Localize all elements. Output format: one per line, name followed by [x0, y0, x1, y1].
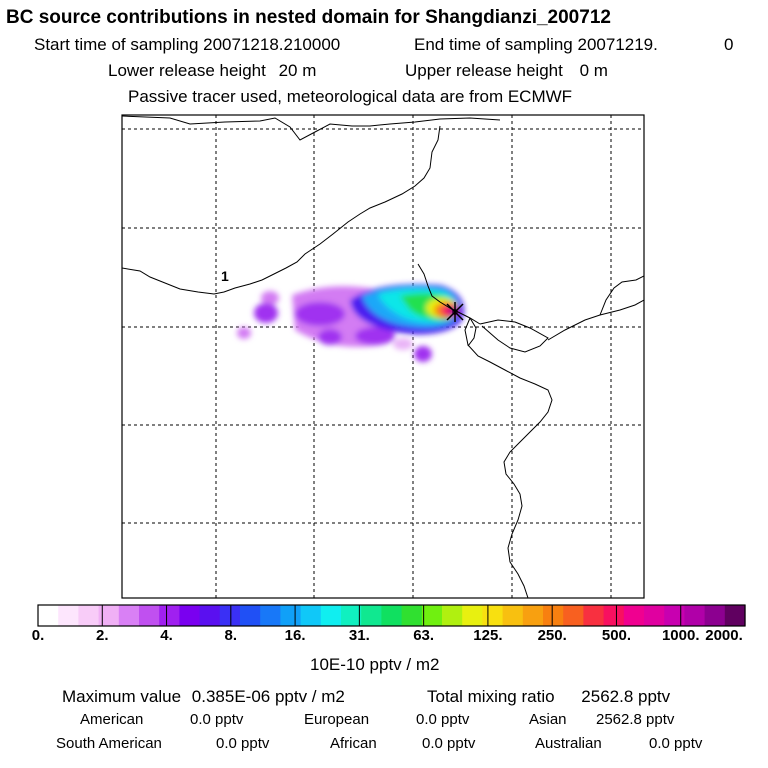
colorbar-tick-label: 125.	[473, 627, 503, 644]
colorbar-tick-label: 8.	[224, 627, 238, 644]
sampling-times: Start time of sampling 20071218.210000	[34, 36, 340, 53]
upper-release: Upper release height 0 m	[405, 62, 608, 79]
region-african-label: African	[330, 735, 377, 752]
receptor-cross-icon	[446, 302, 464, 322]
contour-label: 1	[221, 268, 229, 284]
colorbar-tick-label: 4.	[160, 627, 173, 644]
total-mixing-label: Total mixing ratio	[427, 687, 555, 706]
total-mixing-row: Total mixing ratio 2562.8 pptv	[427, 688, 670, 705]
region-european-label: European	[304, 711, 370, 728]
max-value-label: Maximum value	[62, 687, 182, 706]
region-australian-value: 0.0 pptv	[649, 735, 703, 752]
colorbar-tick-label: 63.	[413, 627, 435, 644]
colorbar-tick-label: 500.	[601, 627, 632, 644]
plot-title: BC source contributions in nested domain…	[6, 7, 611, 28]
tracer-note: Passive tracer used, meteorological data…	[128, 87, 573, 106]
region-asian-label: Asian	[529, 711, 567, 728]
colorbar-tick-label: 0.	[31, 627, 45, 644]
colorbar-tick-label: 1000.	[661, 627, 700, 644]
map-gridlines	[122, 115, 644, 598]
region-south-american-label: South American	[56, 735, 162, 752]
lower-release: Lower release height 20 m	[108, 62, 316, 79]
colorbar-tick-label: 16.	[284, 627, 306, 644]
start-time-value: 20071218.210000	[203, 35, 341, 54]
map-frame	[121, 114, 645, 599]
colorbar-tick-label: 31.	[348, 627, 370, 644]
max-value-row: Maximum value 0.385E-06 pptv / m2	[62, 688, 345, 705]
region-south-american-value: 0.0 pptv	[216, 735, 270, 752]
end-time-label: End time of sampling	[414, 35, 573, 54]
region-asian-value: 2562.8 pptv	[596, 711, 675, 728]
region-african-value: 0.0 pptv	[422, 735, 476, 752]
end-time-suffix: 0	[724, 35, 734, 54]
region-australian-label: Australian	[535, 735, 602, 752]
end-time-value: 20071219.	[577, 35, 658, 54]
colorbar-units: 10E-10 pptv / m2	[310, 655, 440, 674]
colorbar-tick-label: 250.	[537, 627, 567, 644]
coastlines	[122, 115, 644, 598]
colorbar-tick-label: 2000.	[705, 627, 743, 644]
total-mixing-value: 2562.8 pptv	[581, 687, 671, 706]
upper-release-value: 0 m	[579, 61, 608, 80]
region-american-label: American	[80, 711, 144, 728]
region-american-value: 0.0 pptv	[190, 711, 244, 728]
map-panel: 1	[121, 114, 645, 599]
region-european-value: 0.0 pptv	[416, 711, 470, 728]
lower-release-label: Lower release height	[108, 61, 266, 80]
lower-release-value: 20 m	[278, 61, 317, 80]
end-times: End time of sampling 20071219.	[414, 36, 658, 53]
start-time-label: Start time of sampling	[34, 35, 199, 54]
upper-release-label: Upper release height	[405, 61, 563, 80]
max-value: 0.385E-06 pptv / m2	[191, 687, 345, 706]
concentration-plume	[237, 284, 464, 362]
colorbar-tick-label: 2.	[96, 627, 109, 644]
